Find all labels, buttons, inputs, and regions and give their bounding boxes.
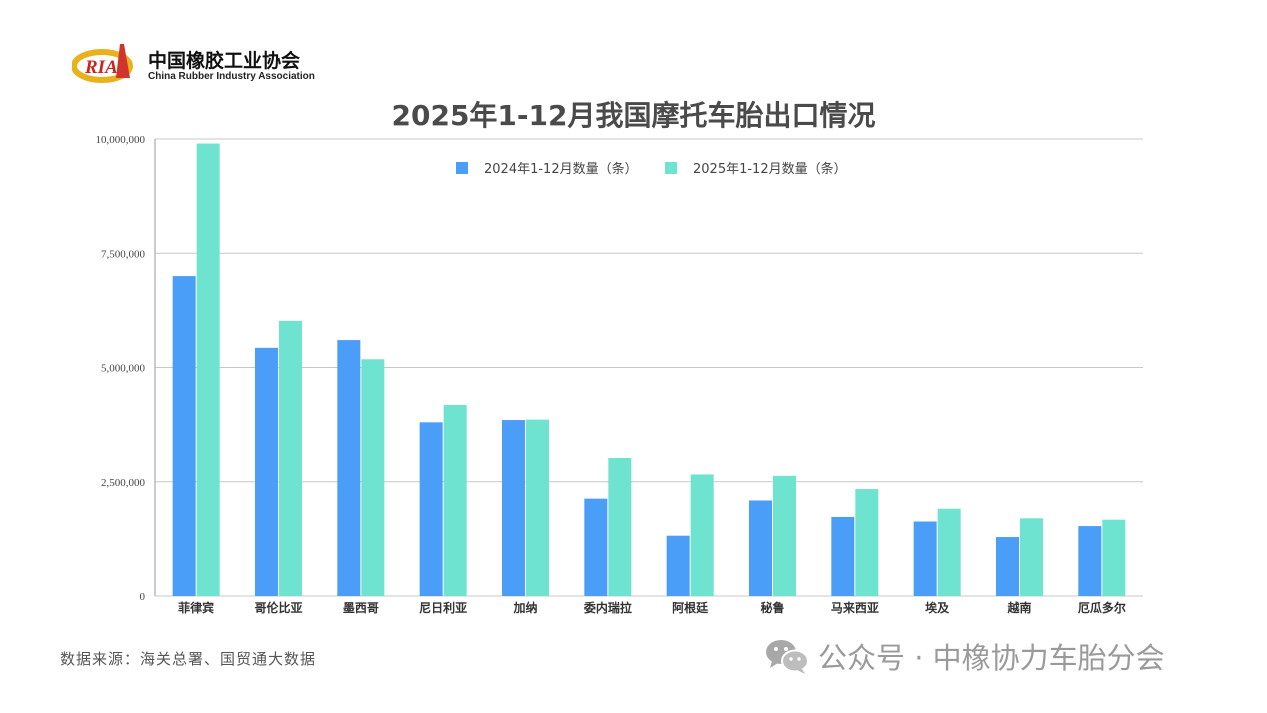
bar-2025 [279, 320, 302, 596]
bar-2024 [502, 420, 525, 596]
bar-2024 [419, 422, 443, 596]
bar-2025 [855, 489, 879, 596]
org-name-cn: 中国橡胶工业协会 [148, 50, 301, 72]
bar-2025 [526, 419, 549, 596]
bar-2024 [666, 535, 690, 596]
watermark-text: 公众号 · 中橡协力车胎分会 [818, 641, 1165, 675]
x-tick-label: 厄瓜多尔 [1078, 600, 1126, 615]
x-tick-label: 墨西哥 [343, 601, 379, 615]
bar-2025 [1020, 518, 1043, 596]
legend-label: 2025年1-12月数量（条） [693, 161, 847, 177]
bar-2025 [690, 474, 714, 596]
x-tick-label: 委内瑞拉 [583, 600, 632, 615]
bar-2025 [1102, 519, 1126, 596]
logo: RIA 中国橡胶工业协会 China Rubber Industry Assoc… [72, 40, 322, 90]
y-tick-label: 5,000,000 [101, 363, 146, 375]
y-tick-label: 0 [140, 591, 146, 603]
x-tick-label: 菲律宾 [178, 600, 214, 615]
data-source-note: 数据来源：海关总署、国贸通大数据 [60, 650, 317, 668]
x-tick-label: 哥伦比亚 [254, 600, 302, 615]
y-tick-label: 10,000,000 [96, 134, 146, 146]
wechat-icon [766, 640, 809, 674]
bar-2024 [913, 521, 937, 596]
bar-2025 [443, 404, 467, 596]
x-tick-label: 埃及 [925, 600, 950, 615]
bar-2025 [196, 143, 220, 596]
bar-2024 [831, 516, 855, 596]
legend-swatch-2025 [665, 162, 677, 174]
bar-2024 [172, 276, 196, 596]
bar-2024 [255, 347, 278, 596]
x-tick-label: 马来西亚 [831, 600, 879, 615]
bar-2025 [937, 508, 961, 596]
bar-2025 [361, 359, 385, 596]
watermark: 公众号 · 中橡协力车胎分会 [764, 636, 1165, 676]
x-tick-label: 越南 [1006, 600, 1031, 615]
x-tick-label: 加纳 [512, 600, 537, 615]
bar-2024 [584, 498, 608, 596]
bar-2024 [337, 340, 361, 596]
bar-2025 [773, 475, 796, 596]
x-tick-label: 阿根廷 [672, 600, 709, 615]
ria-logo-icon: RIA [72, 44, 133, 83]
org-name-en: China Rubber Industry Association [148, 71, 315, 82]
chart-title: 2025年1-12月我国摩托车胎出口情况 [391, 99, 876, 132]
y-tick-label: 2,500,000 [101, 477, 146, 489]
bar-2025 [608, 457, 632, 596]
bar-2024 [749, 500, 772, 596]
x-tick-label: 尼日利亚 [419, 600, 467, 615]
bar-2024 [996, 537, 1019, 596]
y-tick-label: 7,500,000 [101, 248, 146, 260]
legend-swatch-2024 [456, 162, 468, 174]
x-tick-label: 秘鲁 [760, 600, 784, 615]
logo-mark-text: RIA [84, 57, 118, 78]
bar-2024 [1078, 526, 1102, 596]
legend-label: 2024年1-12月数量（条） [484, 161, 638, 177]
